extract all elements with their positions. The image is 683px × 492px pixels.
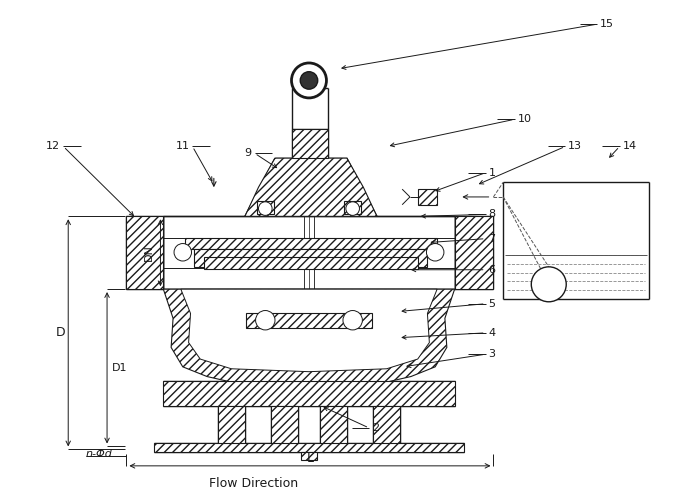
Polygon shape — [204, 257, 418, 269]
Polygon shape — [163, 289, 455, 386]
Polygon shape — [184, 238, 437, 249]
Circle shape — [343, 310, 363, 330]
Polygon shape — [181, 289, 437, 371]
Text: 9: 9 — [245, 148, 252, 158]
Circle shape — [346, 202, 359, 215]
Text: 14: 14 — [622, 142, 637, 152]
Text: DN: DN — [144, 244, 154, 261]
Text: D: D — [55, 326, 66, 339]
Polygon shape — [344, 201, 361, 215]
Text: 13: 13 — [568, 142, 582, 152]
Text: 3: 3 — [488, 349, 496, 359]
Circle shape — [174, 244, 191, 261]
Text: 4: 4 — [488, 328, 496, 338]
Polygon shape — [126, 216, 163, 289]
Text: D1: D1 — [112, 363, 128, 373]
Polygon shape — [418, 189, 437, 205]
Text: 12: 12 — [46, 142, 61, 152]
Circle shape — [301, 72, 318, 89]
Circle shape — [292, 63, 326, 98]
Text: 10: 10 — [518, 114, 531, 124]
Polygon shape — [163, 381, 455, 406]
Text: 1: 1 — [488, 168, 496, 178]
Circle shape — [531, 267, 566, 302]
Polygon shape — [320, 406, 347, 444]
Polygon shape — [301, 452, 317, 460]
Text: 7: 7 — [488, 234, 496, 244]
Text: 11: 11 — [176, 142, 190, 152]
Polygon shape — [257, 201, 274, 215]
Polygon shape — [195, 249, 428, 267]
Text: 8: 8 — [488, 210, 496, 219]
Polygon shape — [373, 406, 400, 444]
Text: Flow Direction: Flow Direction — [209, 477, 298, 490]
Text: 6: 6 — [488, 265, 496, 275]
Text: 15: 15 — [600, 19, 614, 29]
Text: 2: 2 — [372, 423, 379, 433]
Text: L: L — [307, 452, 313, 464]
Polygon shape — [218, 406, 245, 444]
Polygon shape — [154, 442, 464, 452]
Polygon shape — [271, 406, 298, 444]
Text: n-Φd: n-Φd — [85, 449, 113, 459]
Circle shape — [255, 310, 275, 330]
Polygon shape — [292, 129, 329, 158]
Text: 5: 5 — [488, 299, 496, 308]
Polygon shape — [455, 216, 493, 289]
Circle shape — [426, 244, 444, 261]
Polygon shape — [246, 313, 372, 328]
Polygon shape — [245, 158, 377, 216]
Circle shape — [258, 202, 272, 215]
